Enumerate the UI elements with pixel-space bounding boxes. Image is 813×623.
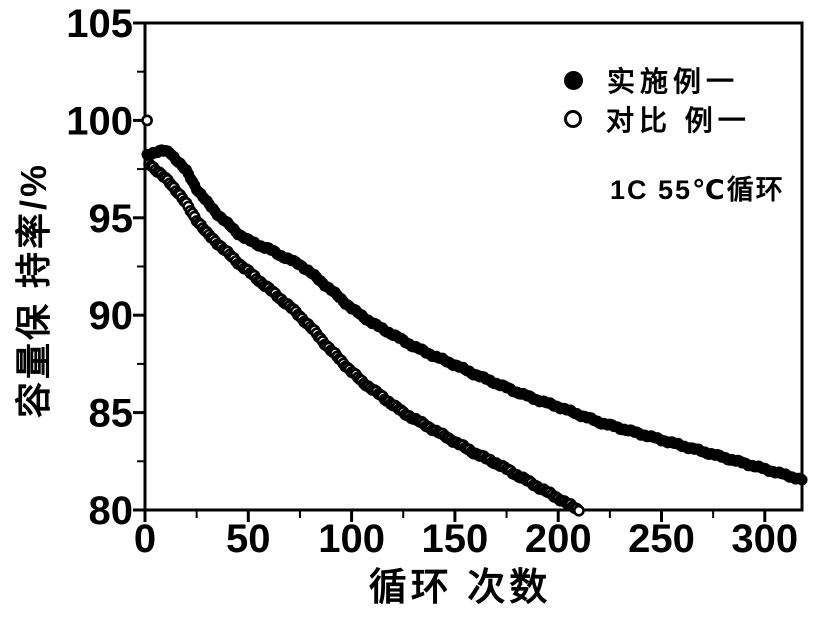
filled-circle-icon	[564, 70, 583, 90]
y-tick-label-80: 80	[89, 489, 134, 533]
x-axis-label: 循环 次数	[368, 567, 552, 609]
x-tick-label-200: 200	[525, 517, 592, 561]
open-circle-icon	[564, 110, 582, 128]
y-tick-label-95: 95	[89, 197, 134, 241]
legend-label-example-1: 实施例一	[607, 66, 740, 97]
x-tick-label-300: 300	[731, 517, 798, 561]
x-tick-label-150: 150	[422, 517, 489, 561]
y-tick-label-90: 90	[89, 294, 134, 338]
y-tick-label-100: 100	[66, 99, 133, 143]
x-tick-label-100: 100	[318, 517, 385, 561]
legend-label-comparative-1: 对比 例一	[606, 105, 751, 136]
legend-item-comparative-1: 对比 例一	[564, 101, 751, 137]
y-axis-label: 容量保 持率/%	[13, 162, 54, 419]
y-tick-label-85: 85	[89, 392, 134, 436]
tick-labels: 0 50 100 150 200 250 300 80 85 90 95 100 105	[66, 2, 798, 561]
series-comparative-1	[141, 114, 585, 517]
data-point	[796, 474, 808, 486]
x-tick-label-250: 250	[628, 517, 695, 561]
legend-item-example-1: 实施例一	[564, 62, 751, 98]
y-tick-label-105: 105	[66, 2, 133, 46]
series-example-1	[141, 144, 808, 486]
x-tick-label-0: 0	[134, 517, 156, 561]
data-point	[141, 114, 153, 127]
x-tick-label-50: 50	[226, 517, 271, 561]
test-condition-label: 1C 55℃循环	[610, 175, 785, 205]
legend: 实施例一 对比 例一	[564, 62, 751, 137]
axis-ticks	[133, 21, 767, 522]
data-point	[572, 504, 585, 517]
plot-frame	[143, 21, 804, 512]
